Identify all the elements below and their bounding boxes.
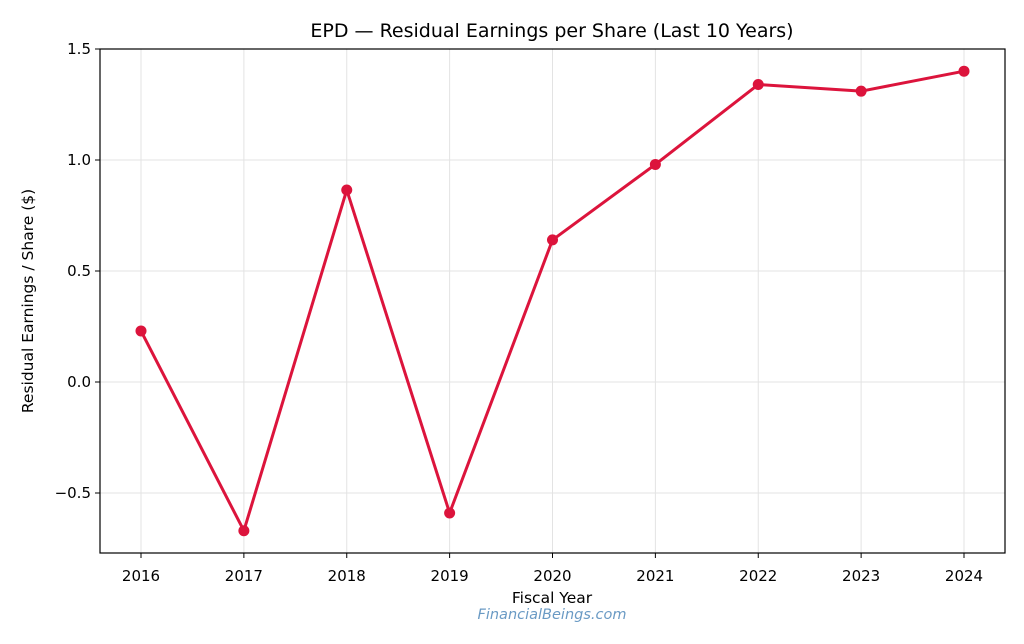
data-point-marker	[341, 184, 353, 196]
x-tick-label: 2018	[328, 567, 366, 585]
y-tick-label: −0.5	[55, 484, 91, 502]
x-tick-label: 2019	[431, 567, 469, 585]
data-point-marker	[752, 79, 764, 91]
watermark: FinancialBeings.com	[478, 607, 627, 623]
x-axis-label: Fiscal Year	[512, 589, 593, 607]
x-axis-ticks: 2016 2017 2018 2019 2020 2021 2022 2023 2024	[122, 553, 983, 585]
data-point-marker	[135, 325, 147, 337]
data-point-marker	[444, 507, 456, 519]
y-tick-label: 1.0	[67, 151, 91, 169]
data-point-marker	[547, 234, 558, 246]
y-tick-label: 1.5	[67, 40, 91, 58]
x-tick-label: 2016	[122, 567, 160, 585]
x-tick-label: 2021	[636, 567, 674, 585]
x-tick-label: 2017	[225, 567, 263, 585]
data-series	[135, 65, 970, 537]
x-tick-label: 2020	[533, 567, 571, 585]
x-tick-label: 2023	[842, 567, 880, 585]
plot-frame	[99, 48, 1006, 554]
x-tick-label: 2024	[945, 567, 983, 585]
y-tick-label: 0.5	[67, 262, 91, 280]
chart-title: EPD — Residual Earnings per Share (Last …	[310, 20, 793, 42]
y-axis-ticks: 1.5 1.0 0.5 0.0 −0.5	[55, 40, 100, 502]
data-point-marker	[958, 65, 970, 77]
x-tick-label: 2022	[739, 567, 777, 585]
y-tick-label: 0.0	[67, 373, 91, 391]
y-axis-label: Residual Earnings / Share ($)	[19, 189, 37, 413]
data-point-marker	[855, 85, 867, 97]
data-point-marker	[238, 525, 250, 537]
grid-lines	[100, 48, 1005, 553]
data-point-marker	[649, 158, 661, 170]
